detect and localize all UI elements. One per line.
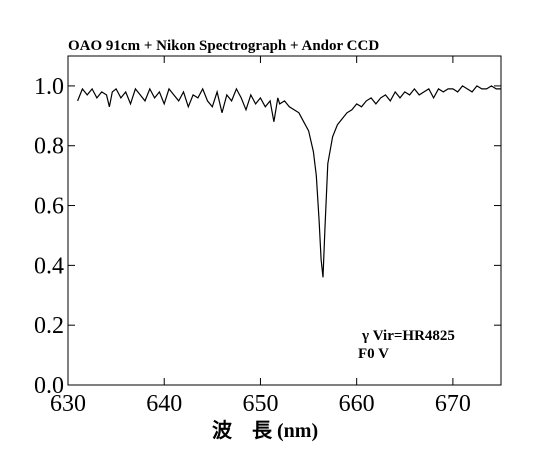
y-tick-label: 0.2: [34, 313, 64, 339]
y-tick-label: 0.8: [34, 134, 64, 160]
x-tick-label: 670: [435, 391, 471, 417]
spectrum-line: [77, 85, 501, 278]
plot-frame: [67, 55, 502, 386]
annotation-spectral-type: F0 V: [358, 346, 389, 362]
x-tick-label: 640: [146, 391, 182, 417]
x-tick-label: 660: [339, 391, 375, 417]
annotation-star-name: γ Vir=HR4825: [361, 328, 455, 344]
x-axis-label: 波 長 (nm): [212, 419, 318, 442]
y-tick-label: 1.0: [34, 74, 64, 100]
y-axis: 0.0 0.2 0.4 0.6 0.8 1.0: [34, 74, 501, 399]
x-axis: 630 640 650 660 670: [50, 56, 471, 417]
x-tick-label: 650: [242, 391, 278, 417]
chart-title: OAO 91cm + Nikon Spectrograph + Andor CC…: [68, 38, 379, 54]
y-tick-label: 0.6: [34, 194, 64, 220]
y-tick-label: 0.0: [34, 373, 64, 399]
x-tick-label: 630: [50, 391, 86, 417]
y-tick-label: 0.4: [34, 253, 64, 279]
